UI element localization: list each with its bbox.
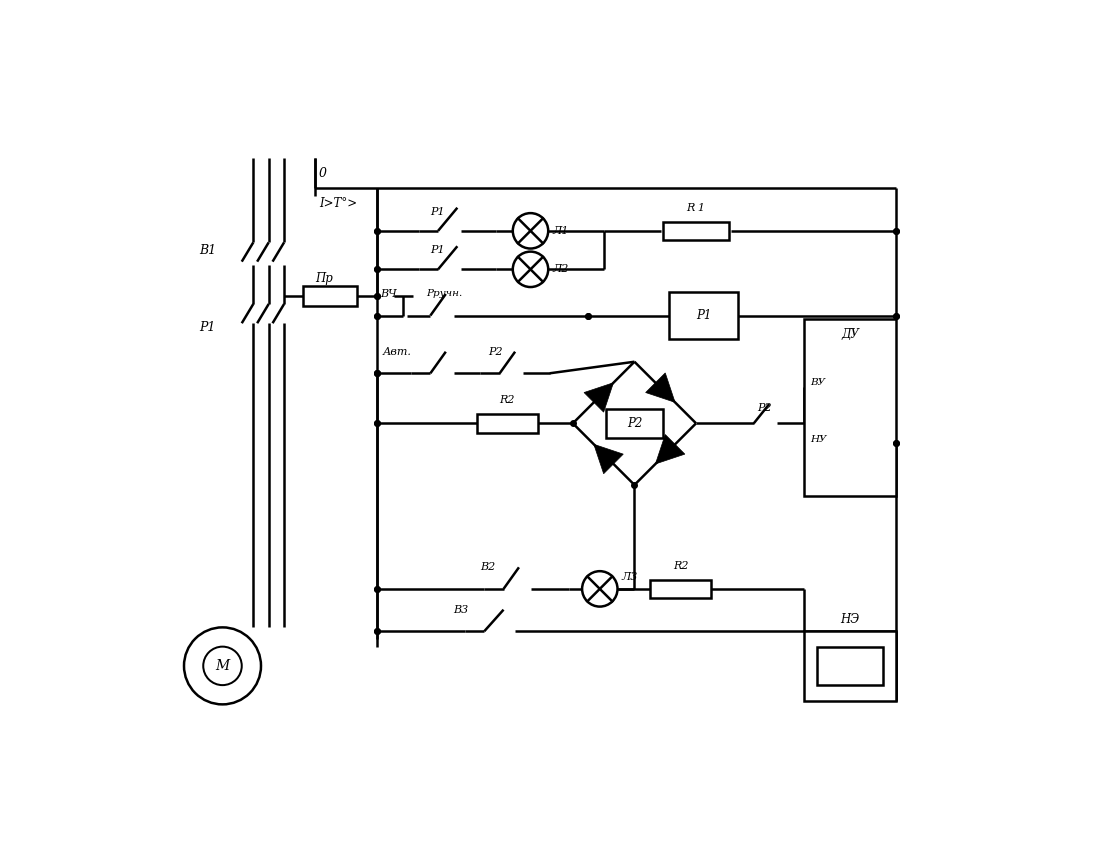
Text: R2: R2 [673, 561, 689, 571]
Circle shape [513, 213, 548, 249]
Text: Пр: Пр [314, 272, 332, 285]
Text: Р1: Р1 [199, 320, 216, 334]
Bar [804, 320, 897, 497]
Bar [605, 409, 663, 438]
Text: R2: R2 [500, 395, 516, 406]
Text: Р1: Р1 [430, 245, 446, 255]
Text: ДУ: ДУ [841, 328, 859, 342]
Bar [818, 647, 883, 685]
Text: В2: В2 [480, 562, 496, 573]
Polygon shape [655, 435, 684, 464]
Text: В1: В1 [199, 244, 217, 256]
Polygon shape [645, 373, 675, 402]
Bar [303, 286, 358, 306]
Circle shape [513, 251, 548, 287]
Text: Р2: Р2 [758, 403, 772, 413]
Circle shape [582, 571, 618, 607]
Text: НЭ: НЭ [840, 613, 860, 626]
Text: R 1: R 1 [687, 203, 705, 213]
Bar [669, 292, 739, 338]
Text: Л3: Л3 [621, 573, 638, 582]
Bar [477, 414, 538, 433]
Polygon shape [584, 383, 613, 412]
Text: ВЧ: ВЧ [380, 289, 397, 299]
Text: М: М [216, 659, 230, 673]
Text: Р2: Р2 [488, 347, 503, 357]
Text: Р1: Р1 [430, 206, 446, 216]
Text: Р2: Р2 [627, 417, 642, 429]
Text: ВУ: ВУ [810, 378, 825, 388]
Text: 0: 0 [319, 167, 327, 180]
Text: В3: В3 [453, 605, 469, 614]
Text: Р1: Р1 [697, 309, 711, 322]
Text: Авт.: Авт. [382, 347, 411, 357]
Text: Л2: Л2 [552, 264, 569, 274]
Text: Рручн.: Рручн. [427, 290, 463, 298]
Bar [663, 222, 729, 240]
Text: НУ: НУ [810, 435, 827, 444]
Text: I>T°>: I>T°> [319, 198, 357, 210]
Text: Л1: Л1 [552, 226, 569, 236]
Bar [804, 631, 897, 700]
Circle shape [203, 647, 242, 685]
Circle shape [184, 627, 261, 705]
Polygon shape [594, 445, 623, 474]
Bar [650, 579, 711, 598]
